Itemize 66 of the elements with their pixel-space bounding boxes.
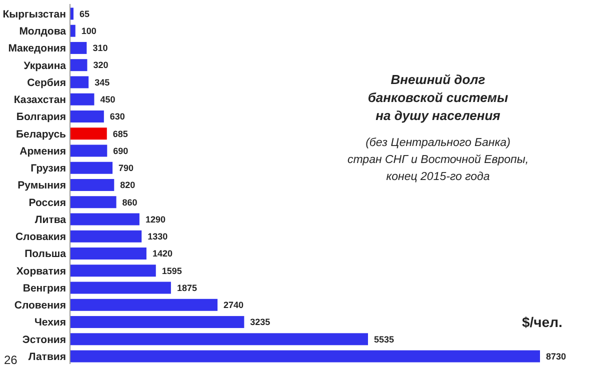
y-tick-label: Сербия <box>27 76 66 89</box>
y-tick-label: Россия <box>28 196 66 209</box>
bar <box>70 248 146 260</box>
bar <box>70 162 113 174</box>
data-label: 1330 <box>148 232 168 242</box>
data-label: 790 <box>118 163 134 174</box>
y-tick-label: Чехия <box>34 316 66 329</box>
data-label: 820 <box>120 180 136 190</box>
y-tick-label: Польша <box>24 248 66 260</box>
y-tick-label: Болгария <box>16 111 66 124</box>
data-label: 5535 <box>374 334 394 344</box>
y-tick-label: Беларусь <box>16 128 67 140</box>
y-tick-label: Хорватия <box>16 265 66 278</box>
text: 26 <box>4 353 18 367</box>
bar <box>70 316 244 328</box>
data-label: 65 <box>80 8 90 19</box>
bar <box>70 59 88 72</box>
data-label: 685 <box>112 128 128 139</box>
bar <box>70 76 89 88</box>
y-tick-label: Словакия <box>15 231 66 244</box>
y-tick-label: Армения <box>20 145 66 158</box>
y-tick-label: Кыргызстан <box>2 8 66 20</box>
bar <box>70 333 368 346</box>
bar <box>70 24 76 37</box>
bar <box>70 350 540 362</box>
y-tick-label: Словения <box>14 300 66 312</box>
y-tick-label: Украина <box>24 60 66 72</box>
text: Внешний долг банковской системы на душу населения <box>368 72 508 123</box>
data-label: 1875 <box>176 282 197 293</box>
bar <box>70 179 114 191</box>
y-tick-label: Грузия <box>30 162 66 175</box>
bar <box>70 93 94 106</box>
y-tick-label: Молдова <box>19 26 66 38</box>
data-label: 1290 <box>145 214 166 224</box>
data-label: 450 <box>100 94 116 105</box>
bar <box>70 230 142 242</box>
data-label: 1420 <box>152 248 172 259</box>
data-label: 345 <box>94 77 110 88</box>
bar <box>70 196 116 208</box>
y-tick-label: Венгрия <box>22 282 66 294</box>
y-tick-label: Казахстан <box>14 94 66 106</box>
data-label: 8730 <box>546 351 566 362</box>
y-tick-label: Румыния <box>18 180 66 192</box>
bar <box>70 42 87 54</box>
bar <box>70 144 108 157</box>
y-tick-label: Латвия <box>28 350 66 363</box>
bar <box>70 213 140 226</box>
data-label: 3235 <box>250 317 270 328</box>
y-tick-label: Эстония <box>22 334 66 346</box>
data-label: 860 <box>122 197 138 208</box>
bar <box>70 298 218 311</box>
data-label: 1595 <box>162 266 182 276</box>
annotation: $/чел. <box>522 314 562 330</box>
y-tick-label: Македония <box>8 42 66 55</box>
bar <box>70 264 156 277</box>
data-label: 630 <box>110 112 125 122</box>
bar <box>70 282 171 294</box>
text: (без Центрального Банка) стран СНГ и Восточной Европы, конец 2015-го года <box>347 137 529 183</box>
bar <box>70 110 104 122</box>
y-tick-label: Литва <box>34 214 66 226</box>
data-label: 320 <box>93 60 108 70</box>
data-label: 100 <box>81 26 96 36</box>
bar <box>70 128 107 140</box>
data-label: 310 <box>92 43 108 54</box>
data-label: 2740 <box>224 300 244 310</box>
data-label: 690 <box>113 146 128 156</box>
